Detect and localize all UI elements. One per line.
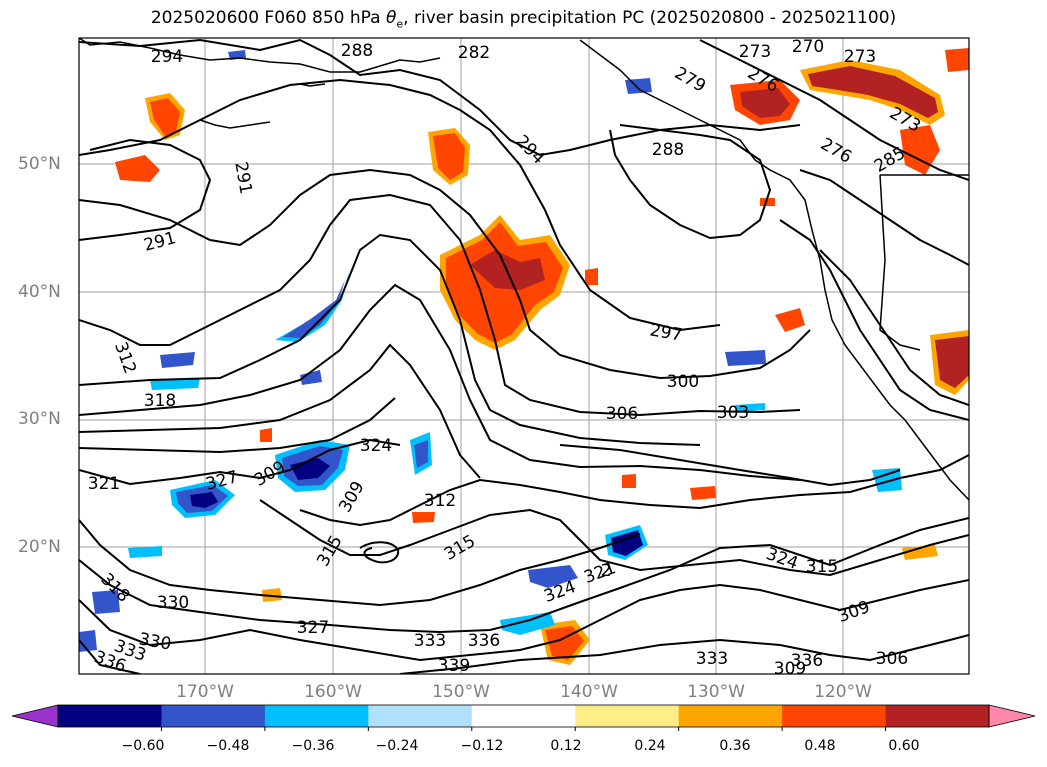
contour-label: 288	[341, 41, 373, 61]
contour-label: 333	[414, 631, 446, 651]
contour-label: 321	[88, 474, 120, 494]
contour-label: 336	[791, 651, 823, 671]
contour-label: 303	[717, 403, 749, 423]
colorbar	[11, 704, 1036, 731]
contour-label: 306	[606, 404, 638, 424]
contour-label: 312	[424, 491, 456, 511]
contour-label: 273	[739, 42, 771, 62]
lon-label-150w: 150°W	[432, 682, 490, 702]
lat-label-50n: 50°N	[18, 154, 61, 174]
colorbar-segment	[782, 705, 887, 727]
colorbar-extend-high	[988, 704, 1036, 728]
lat-label-40n: 40°N	[18, 282, 61, 302]
colorbar-segment	[161, 705, 266, 727]
contour-label: 294	[151, 47, 183, 67]
colorbar-segment	[264, 705, 369, 727]
colorbar-tick: −0.12	[460, 738, 504, 754]
colorbar-outline	[57, 704, 990, 728]
contour-label: 324	[360, 436, 392, 456]
contour-label: 315	[806, 557, 838, 577]
coastlines	[79, 38, 969, 501]
contour-label: 318	[144, 391, 176, 411]
map-content	[79, 38, 969, 674]
map-frame	[78, 37, 970, 675]
colorbar-tick: −0.60	[121, 738, 165, 754]
colorbar-tick: 0.36	[719, 738, 751, 754]
colorbar-extend-low	[11, 704, 59, 728]
contour-label: 339	[438, 656, 470, 676]
colorbar-segment	[885, 705, 990, 727]
contour-label: 282	[458, 43, 490, 63]
lon-label-130w: 130°W	[687, 682, 745, 702]
contour-label: 333	[696, 649, 728, 669]
lon-label-140w: 140°W	[560, 682, 618, 702]
colorbar-segment	[678, 705, 783, 727]
colorbar-tick: 0.48	[804, 738, 836, 754]
colorbar-tick: 0.12	[550, 738, 582, 754]
colorbar-tick: −0.48	[206, 738, 250, 754]
contour-label: 330	[157, 593, 189, 613]
lat-label-30n: 30°N	[18, 409, 61, 429]
lon-label-160w: 160°W	[304, 682, 362, 702]
colorbar-segment	[58, 705, 162, 727]
theta-e-contours	[79, 38, 969, 674]
chart-title: 2025020600 F060 850 hPa θe, river basin …	[150, 8, 897, 31]
colorbar-segment	[368, 705, 473, 727]
contour-label: 336	[468, 631, 500, 651]
positive-precip-areas	[115, 48, 969, 665]
colorbar-tick: −0.24	[375, 738, 419, 754]
lon-label-120w: 120°W	[814, 682, 872, 702]
lat-label-20n: 20°N	[18, 537, 61, 557]
contour-label: 309	[774, 659, 806, 679]
colorbar-tick: 0.24	[634, 738, 666, 754]
contour-label: 2	[601, 561, 612, 581]
contour-label: 270	[792, 37, 824, 57]
contour-label: 288	[652, 140, 684, 160]
colorbar-segment	[575, 705, 680, 727]
colorbar-tick: 0.60	[888, 738, 920, 754]
contour-label: 273	[844, 47, 876, 67]
lon-label-170w: 170°W	[176, 682, 234, 702]
colorbar-segment	[471, 705, 576, 727]
contour-label: 327	[297, 618, 329, 638]
contour-label: 300	[667, 372, 699, 392]
colorbar-tick: −0.36	[291, 738, 335, 754]
contour-label: 306	[876, 649, 908, 669]
